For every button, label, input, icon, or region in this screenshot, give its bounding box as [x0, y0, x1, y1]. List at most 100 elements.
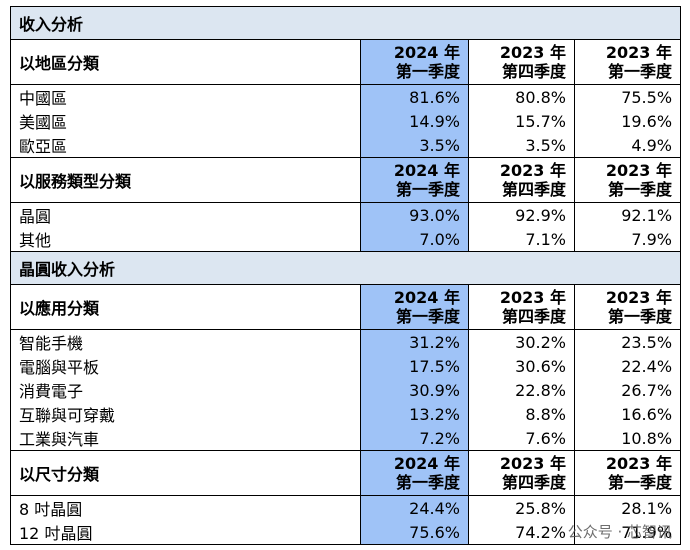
table-row: 12 吋晶圓 75.6% 74.2% 71.9%: [10, 520, 682, 545]
row-value-q4_2023: 25.8%: [468, 495, 575, 520]
row-value-q1_2024: 7.0%: [360, 227, 469, 252]
section-title: 晶圓收入分析: [9, 251, 682, 285]
period-header-q1_2024: 2024 年第一季度: [360, 157, 469, 203]
period-header-q4_2023: 2023 年第四季度: [468, 450, 575, 496]
period-header-q1_2023: 2023 年第一季度: [573, 39, 682, 85]
row-value-q1_2024: 31.2%: [360, 329, 469, 354]
row-label: 其他: [10, 227, 361, 252]
table-row: 中國區 81.6% 80.8% 75.5%: [10, 84, 682, 109]
section-title: 收入分析: [9, 6, 682, 40]
period-header-q1_2024: 2024 年第一季度: [360, 450, 469, 496]
row-value-q1_2023: 16.6%: [573, 402, 682, 426]
period-header-line: 2024 年: [393, 288, 460, 307]
period-header-line: 第四季度: [501, 473, 566, 492]
row-value-q1_2023: 75.5%: [573, 84, 682, 109]
row-label: 工業與汽車: [10, 426, 361, 451]
period-header-line: 第一季度: [608, 307, 673, 326]
period-header-line: 2023 年: [605, 288, 673, 307]
period-header-line: 第一季度: [395, 473, 460, 492]
row-value-q1_2024: 24.4%: [360, 495, 469, 520]
row-value-q1_2024: 13.2%: [360, 402, 469, 426]
row-value-q4_2023: 92.9%: [468, 202, 575, 227]
period-header-line: 第一季度: [608, 473, 673, 492]
row-label: 電腦與平板: [10, 354, 361, 378]
subheader-region: 以地區分類 2024 年第一季度 2023 年第四季度 2023 年第一季度: [10, 39, 682, 85]
period-header-line: 第一季度: [395, 180, 460, 199]
period-header-line: 2024 年: [393, 161, 460, 180]
row-value-q4_2023: 7.1%: [468, 227, 575, 252]
period-header-q4_2023: 2023 年第四季度: [468, 39, 575, 85]
row-value-q1_2023: 28.1%: [573, 495, 682, 520]
subheader-size: 以尺寸分類 2024 年第一季度 2023 年第四季度 2023 年第一季度: [10, 450, 682, 496]
table-row: 晶圓 93.0% 92.9% 92.1%: [10, 202, 682, 227]
row-label: 中國區: [10, 84, 361, 109]
period-header-line: 第一季度: [395, 307, 460, 326]
table-row: 其他 7.0% 7.1% 7.9%: [10, 227, 682, 252]
period-header-line: 第一季度: [608, 62, 673, 81]
table-row: 智能手機 31.2% 30.2% 23.5%: [10, 329, 682, 354]
row-value-q1_2024: 30.9%: [360, 378, 469, 402]
row-value-q1_2023: 4.9%: [573, 133, 682, 158]
table-row: 8 吋晶圓 24.4% 25.8% 28.1%: [10, 495, 682, 520]
row-value-q4_2023: 15.7%: [468, 109, 575, 133]
group-label: 以服務類型分類: [10, 157, 361, 203]
subheader-service: 以服務類型分類 2024 年第一季度 2023 年第四季度 2023 年第一季度: [10, 157, 682, 203]
period-header-q4_2023: 2023 年第四季度: [468, 284, 575, 330]
row-label: 歐亞區: [10, 133, 361, 158]
section-header-revenue: 收入分析: [9, 6, 682, 40]
revenue-analysis-table: 收入分析 以地區分類 2024 年第一季度 2023 年第四季度 2023 年第一季度中…: [9, 6, 682, 545]
row-value-q1_2023: 7.9%: [573, 227, 682, 252]
table-row: 美國區 14.9% 15.7% 19.6%: [10, 109, 682, 133]
row-value-q1_2024: 17.5%: [360, 354, 469, 378]
group-label: 以應用分類: [10, 284, 361, 330]
row-label: 互聯與可穿戴: [10, 402, 361, 426]
table-row: 電腦與平板 17.5% 30.6% 22.4%: [10, 354, 682, 378]
row-value-q1_2024: 3.5%: [360, 133, 469, 158]
row-value-q1_2023: 22.4%: [573, 354, 682, 378]
period-header-line: 2023 年: [605, 454, 673, 473]
table-row: 消費電子 30.9% 22.8% 26.7%: [10, 378, 682, 402]
period-header-q1_2024: 2024 年第一季度: [360, 39, 469, 85]
period-header-line: 2023 年: [605, 43, 673, 62]
row-value-q4_2023: 22.8%: [468, 378, 575, 402]
period-header-q1_2023: 2023 年第一季度: [573, 284, 682, 330]
group-label: 以尺寸分類: [10, 450, 361, 496]
row-value-q4_2023: 3.5%: [468, 133, 575, 158]
row-value-q1_2024: 75.6%: [360, 520, 469, 545]
period-header-q4_2023: 2023 年第四季度: [468, 157, 575, 203]
row-value-q1_2023: 26.7%: [573, 378, 682, 402]
period-header-q1_2023: 2023 年第一季度: [573, 450, 682, 496]
row-value-q1_2024: 14.9%: [360, 109, 469, 133]
row-value-q1_2023: 19.6%: [573, 109, 682, 133]
period-header-line: 第四季度: [501, 307, 566, 326]
period-header-line: 第四季度: [501, 62, 566, 81]
row-label: 美國區: [10, 109, 361, 133]
row-value-q4_2023: 30.6%: [468, 354, 575, 378]
period-header-line: 第一季度: [395, 62, 460, 81]
row-value-q1_2023: 71.9%: [573, 520, 682, 545]
period-header-line: 2023 年: [499, 43, 566, 62]
table-row: 工業與汽車 7.2% 7.6% 10.8%: [10, 426, 682, 451]
period-header-line: 2023 年: [605, 161, 673, 180]
row-value-q1_2023: 23.5%: [573, 329, 682, 354]
section-header-wafer: 晶圓收入分析: [9, 251, 682, 285]
watermark: 公众号 · 芯智讯: [567, 523, 672, 541]
table-row: 互聯與可穿戴 13.2% 8.8% 16.6%: [10, 402, 682, 426]
row-label: 8 吋晶圓: [10, 495, 361, 520]
row-value-q1_2024: 81.6%: [360, 84, 469, 109]
row-label: 智能手機: [10, 329, 361, 354]
row-label: 12 吋晶圓: [10, 520, 361, 545]
row-value-q4_2023: 8.8%: [468, 402, 575, 426]
row-value-q4_2023: 80.8%: [468, 84, 575, 109]
period-header-line: 2023 年: [499, 288, 566, 307]
row-label: 消費電子: [10, 378, 361, 402]
row-value-q1_2024: 93.0%: [360, 202, 469, 227]
period-header-q1_2023: 2023 年第一季度: [573, 157, 682, 203]
row-label: 晶圓: [10, 202, 361, 227]
row-value-q1_2024: 7.2%: [360, 426, 469, 451]
period-header-line: 2024 年: [393, 454, 460, 473]
period-header-q1_2024: 2024 年第一季度: [360, 284, 469, 330]
row-value-q4_2023: 30.2%: [468, 329, 575, 354]
subheader-application: 以應用分類 2024 年第一季度 2023 年第四季度 2023 年第一季度: [10, 284, 682, 330]
